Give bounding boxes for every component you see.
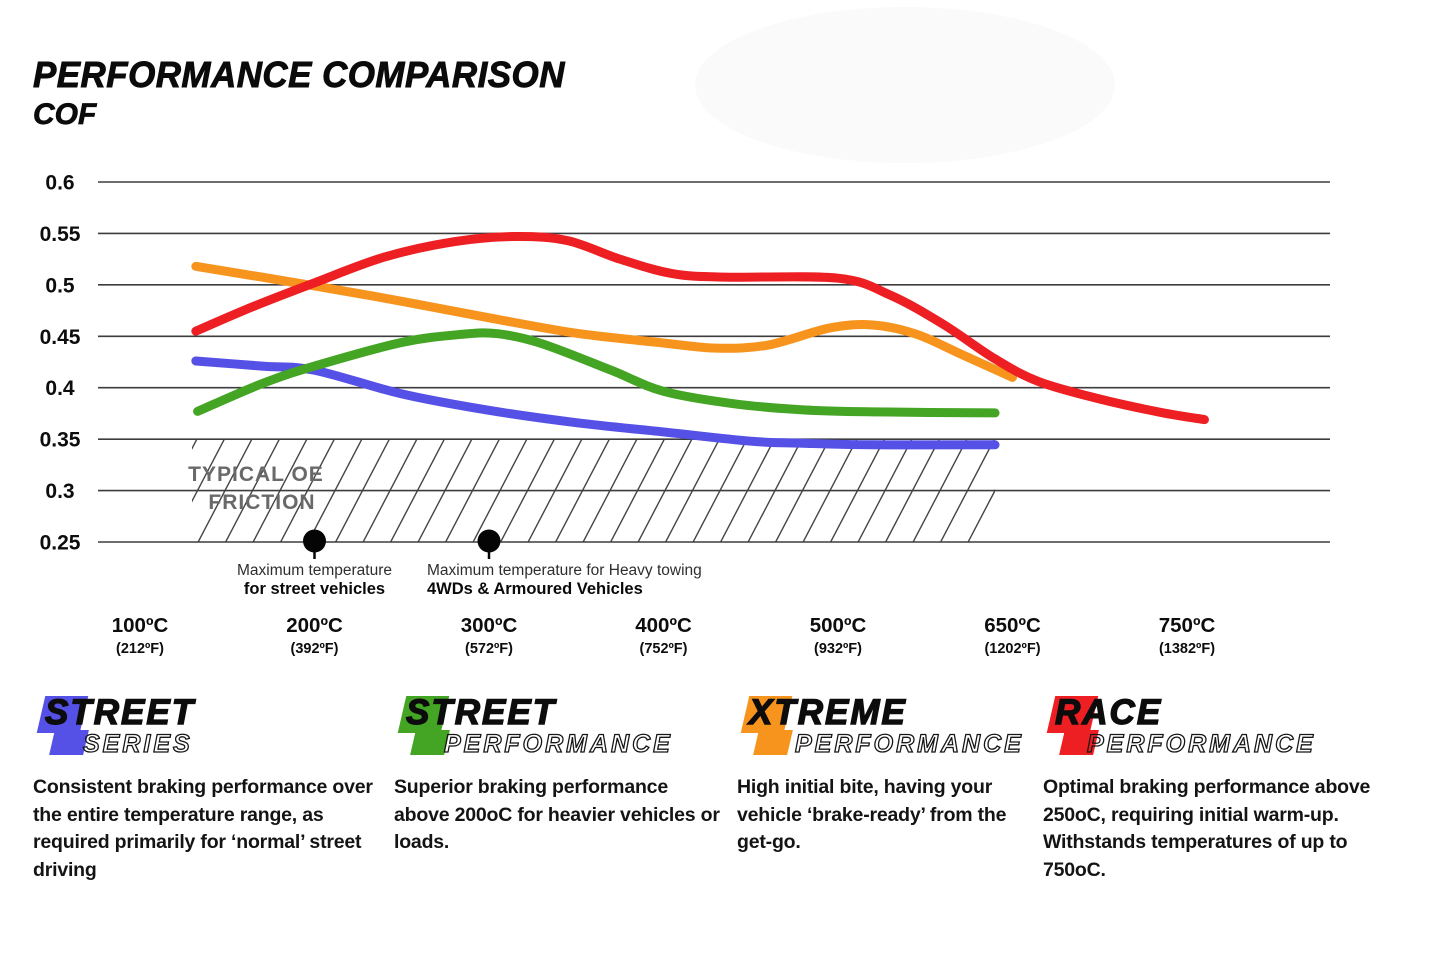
x-tick-label-celsius: 400ºC [635,614,692,637]
logo-word2: SERIES [82,730,193,758]
x-tick-label-celsius: 300ºC [461,614,518,637]
marker-dot [477,529,501,553]
page-title: PERFORMANCE COMPARISON [33,54,565,96]
race-performance-logo: RACE PERFORMANCE [1043,694,1378,764]
watermark [695,7,1115,163]
logo-word1: STREET [44,693,196,732]
legend-item-xtreme-performance: XTREME PERFORMANCE High initial bite, ha… [737,694,1027,857]
oe-friction-label: TYPICAL OE FRICTION [188,463,324,514]
x-tick-label-fahrenheit: (572ºF) [465,641,513,657]
logo-word2: PERFORMANCE [1086,730,1316,758]
logo-word1: RACE [1054,693,1163,732]
y-tick-label: 0.55 [40,223,81,246]
series-line-street-performance [193,328,1000,418]
y-tick-label: 0.45 [40,326,81,349]
marker-caption-line1: Maximum temperature for Heavy towing [427,562,702,579]
series-line-race-performance [191,231,1209,425]
x-tick-label-celsius: 500ºC [810,614,867,637]
logo-word2: PERFORMANCE [794,730,1024,758]
legend-item-race-performance: RACE PERFORMANCE Optimal braking perform… [1043,694,1378,885]
x-tick-label-celsius: 750ºC [1159,614,1216,637]
legend-item-street-series: STREET SERIES Consistent braking perform… [33,694,383,885]
logo-word1: XTREME [748,693,907,732]
marker-caption-line2: for street vehicles [244,580,385,598]
x-tick-label-celsius: 650ºC [984,614,1041,637]
xtreme-performance-logo: XTREME PERFORMANCE [737,694,1027,764]
series-line-street-series [191,356,1000,450]
logo-word2: PERFORMANCE [443,730,673,758]
street-series-logo: STREET SERIES [33,694,383,764]
y-tick-label: 0.6 [45,172,74,195]
x-tick-label-celsius: 100ºC [112,614,169,637]
logo-word1: STREET [405,693,557,732]
series-line-xtreme-performance [191,261,1017,382]
y-axis-title: COF [33,98,97,132]
performance-chart: 0.6 0.55 0.5 0.45 0.4 0.35 0.3 0.25 TYPICAL OE FR… [39,7,1330,657]
logo-box-icon [753,730,793,755]
x-tick-label-fahrenheit: (752ºF) [639,641,687,657]
x-tick-label-fahrenheit: (212ºF) [116,641,164,657]
legend-item-street-performance: STREET PERFORMANCE Superior braking perf… [394,694,724,857]
marker-dot [303,529,326,553]
x-tick-label-fahrenheit: (1382ºF) [1159,641,1215,657]
legend-description: Consistent braking performance over the … [33,776,373,882]
marker-caption-line1: Maximum temperature [237,562,392,579]
x-tick-label-fahrenheit: (392ºF) [290,641,338,657]
legend-description: Superior braking performance above 200oC… [394,776,720,854]
x-tick-label-celsius: 200ºC [286,614,343,637]
y-tick-label: 0.35 [40,429,81,452]
svg-text:TYPICAL OE: TYPICAL OE [188,463,324,486]
y-tick-label: 0.4 [45,377,75,400]
legend-description: Optimal braking performance above 250oC,… [1043,776,1371,882]
y-tick-label: 0.3 [45,480,74,503]
street-performance-logo: STREET PERFORMANCE [394,694,724,764]
x-tick-label-fahrenheit: (1202ºF) [984,641,1040,657]
marker-caption-line2: 4WDs & Armoured Vehicles [427,580,643,598]
y-tick-label: 0.25 [40,532,81,555]
x-tick-label-fahrenheit: (932ºF) [814,641,862,657]
legend-description: High initial bite, having your vehicle ‘… [737,776,1007,854]
svg-text:FRICTION: FRICTION [208,491,315,514]
y-tick-label: 0.5 [45,274,75,297]
